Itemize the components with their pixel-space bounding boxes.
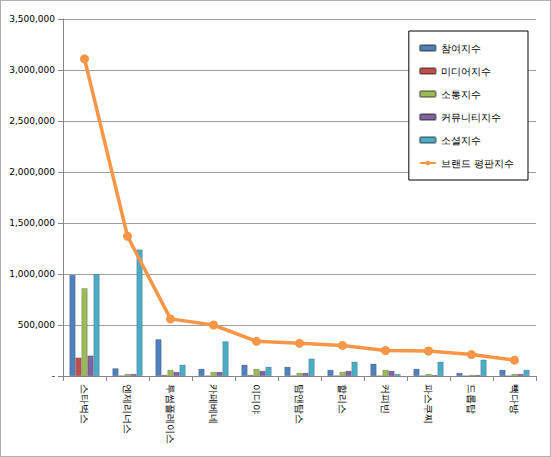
svg-text:3,500,000: 3,500,000: [9, 14, 55, 24]
svg-text:투썸플레이스: 투썸플레이스: [165, 384, 176, 444]
svg-text:커피빈: 커피빈: [380, 384, 391, 414]
svg-text:할리스: 할리스: [337, 384, 348, 414]
svg-text:2,500,000: 2,500,000: [9, 116, 55, 126]
svg-text:3,000,000: 3,000,000: [9, 65, 55, 75]
svg-text:500,000: 500,000: [18, 320, 55, 330]
svg-text:스타벅스: 스타벅스: [79, 384, 90, 424]
svg-text:-: -: [52, 371, 55, 381]
svg-text:소셜지수: 소셜지수: [441, 135, 481, 146]
svg-text:카페베네: 카페베네: [208, 384, 219, 424]
svg-text:탐앤탐스: 탐앤탐스: [294, 384, 305, 424]
svg-text:2,000,000: 2,000,000: [9, 167, 55, 177]
svg-text:파스쿠찌: 파스쿠찌: [423, 384, 434, 424]
svg-text:커뮤니티지수: 커뮤니티지수: [441, 112, 501, 123]
svg-text:빽다방: 빽다방: [509, 384, 520, 414]
svg-text:이디야: 이디야: [251, 384, 262, 414]
svg-text:엔제리너스: 엔제리너스: [122, 384, 133, 434]
svg-text:드롭탑: 드롭탑: [466, 384, 477, 414]
svg-text:브랜드 평판지수: 브랜드 평판지수: [441, 158, 514, 169]
svg-text:미디어지수: 미디어지수: [441, 66, 491, 77]
svg-text:참여지수: 참여지수: [441, 43, 481, 54]
svg-text:소통지수: 소통지수: [441, 89, 481, 100]
svg-text:1,000,000: 1,000,000: [9, 269, 55, 279]
svg-text:1,500,000: 1,500,000: [9, 218, 55, 228]
